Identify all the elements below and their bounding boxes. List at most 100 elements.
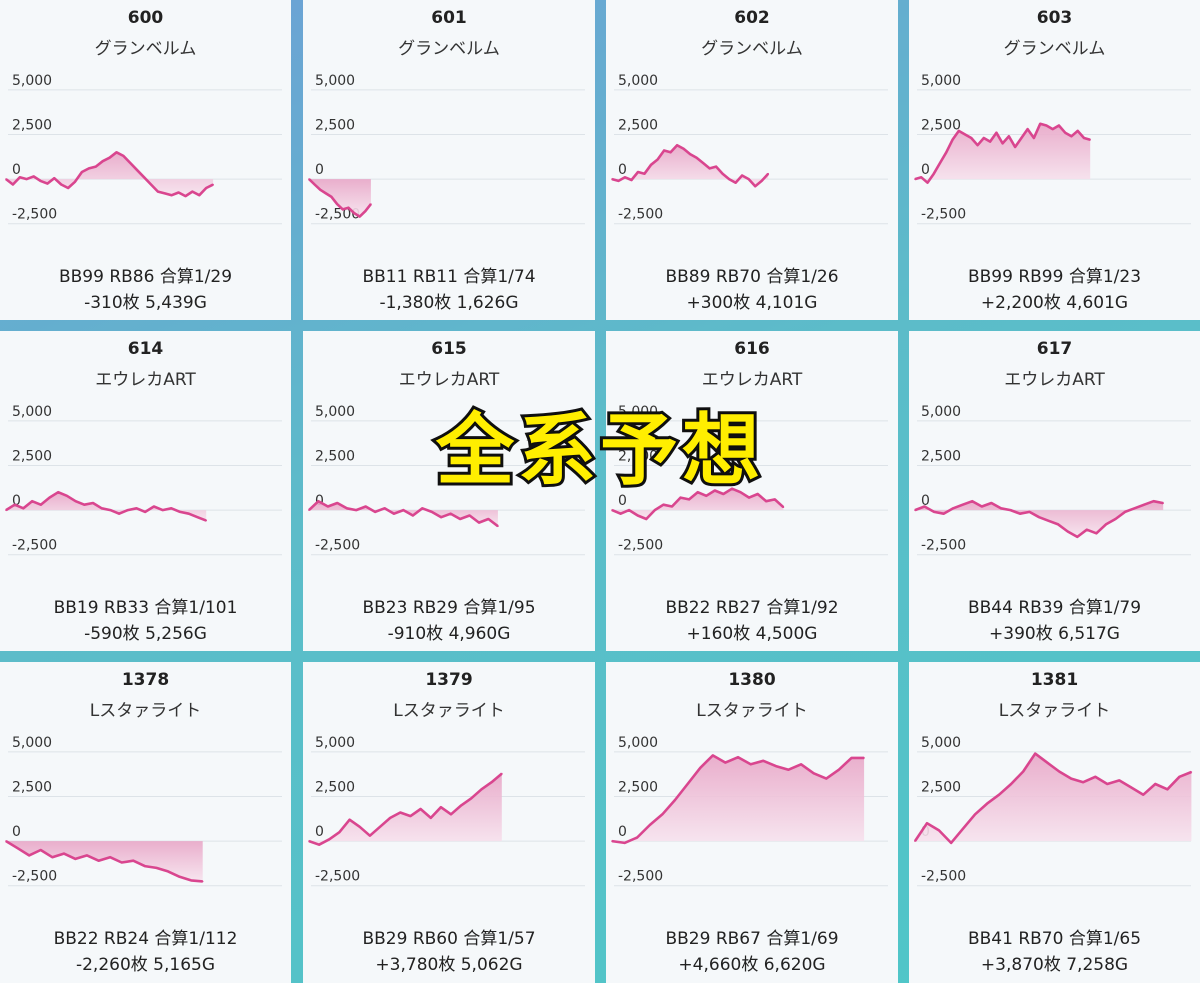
data-point (741, 174, 743, 177)
data-point (983, 137, 985, 139)
data-point (1142, 793, 1145, 796)
data-point (60, 183, 62, 186)
data-point (336, 502, 339, 504)
data-point (619, 512, 622, 515)
data-point (961, 503, 964, 506)
data-point (109, 856, 111, 858)
data-point (353, 212, 355, 214)
bonus-stats: BB23 RB29 合算1/95 (362, 598, 536, 618)
data-point (1039, 123, 1041, 125)
graph-card-617[interactable]: 617 エウレカART 5,000 2,500 0 -2,500 BB44 RB39 合算1… (909, 331, 1200, 651)
data-point (611, 840, 613, 842)
data-point (682, 148, 685, 150)
data-point (177, 191, 180, 194)
data-point (1094, 776, 1097, 778)
data-point (721, 172, 724, 175)
data-point (645, 518, 648, 520)
machine-model: グランベルム (398, 39, 500, 59)
area-fill (309, 773, 502, 845)
machine-number: 617 (1036, 339, 1073, 359)
data-point (1008, 135, 1010, 138)
data-point (964, 133, 966, 136)
data-point (190, 879, 192, 882)
data-point (1058, 124, 1060, 127)
data-point (775, 765, 777, 767)
data-point (731, 487, 733, 490)
data-point (196, 516, 199, 518)
data-point (1086, 528, 1088, 531)
payout-line (913, 752, 1192, 845)
data-point (1124, 511, 1126, 513)
data-point (914, 840, 916, 842)
data-point (998, 793, 1000, 796)
data-point (630, 179, 633, 181)
graph-card-600[interactable]: 600 グランベルム 5,000 2,500 0 -2,500 BB99 RB86 合算1/… (0, 0, 291, 320)
data-point (336, 203, 338, 205)
data-point (662, 503, 665, 506)
data-point (958, 130, 960, 132)
graph-card-1379[interactable]: 1379 Lスタァライト 5,000 2,500 0 -2,500 BB29 RB60 合算… (303, 662, 595, 983)
data-point (920, 176, 923, 179)
machine-number: 603 (1036, 8, 1073, 28)
data-point (800, 763, 802, 766)
data-point (74, 500, 77, 502)
machine-model: グランベルム (94, 39, 197, 59)
data-point (679, 496, 682, 499)
machine-model: エウレカART (701, 370, 803, 390)
data-point (939, 162, 941, 164)
y-tick-label: 5,000 (618, 735, 658, 751)
data-point (1152, 500, 1155, 502)
graph-card-616[interactable]: 616 エウレカART 5,000 2,500 0 -2,500 BB22 RB27 合算1… (606, 331, 898, 651)
y-tick-label: 2,500 (618, 117, 658, 133)
data-point (702, 162, 704, 164)
graph-card-602[interactable]: 602 グランベルム 5,000 2,500 0 -2,500 BB89 RB70 合算1/… (606, 0, 898, 320)
data-point (399, 811, 402, 814)
data-point (430, 817, 432, 819)
result-stats: +3,780枚 5,062G (375, 955, 523, 975)
machine-number: 1378 (121, 670, 170, 690)
data-point (101, 160, 104, 162)
data-point (1154, 783, 1157, 785)
data-point (962, 827, 964, 830)
machine-number: 600 (127, 8, 164, 28)
data-point (22, 507, 25, 510)
graph-card-601[interactable]: 601 グランベルム 5,000 2,500 0 -2,500 BB11 RB11 合算1/… (303, 0, 595, 320)
data-point (945, 151, 948, 154)
graph-card-614[interactable]: 614 エウレカART 5,000 2,500 0 -2,500 BB19 RB33 合算1… (0, 331, 291, 651)
data-point (317, 500, 320, 502)
data-point (364, 210, 367, 212)
y-tick-label: 0 (618, 162, 627, 178)
data-point (747, 178, 750, 180)
area-fill (309, 179, 371, 217)
data-point (57, 491, 59, 493)
graph-card-603[interactable]: 603 グランベルム 5,000 2,500 0 -2,500 BB99 RB99 合算1/… (909, 0, 1200, 320)
data-point (1190, 771, 1193, 773)
bonus-stats: BB89 RB70 合算1/26 (665, 267, 839, 287)
data-point (212, 183, 214, 186)
data-point (722, 493, 725, 495)
data-point (649, 824, 651, 826)
graph-card-1378[interactable]: 1378 Lスタァライト 5,000 2,500 0 -2,500 BB22 RB24 合算… (0, 662, 291, 983)
graph-card-615[interactable]: 615 エウレカART 5,000 2,500 0 -2,500 BB23 RB29 合算1… (303, 331, 595, 651)
data-point (1026, 128, 1029, 130)
data-point (749, 763, 752, 766)
data-point (188, 512, 190, 515)
machine-number: 615 (431, 339, 467, 359)
data-point (31, 500, 33, 502)
graph-card-1380[interactable]: 1380 Lスタァライト 5,000 2,500 0 -2,500 BB29 RB67 合算… (606, 662, 898, 983)
data-point (313, 183, 316, 186)
data-point (201, 880, 204, 883)
data-point (1046, 761, 1048, 764)
data-point (1058, 770, 1060, 773)
data-point (1076, 536, 1079, 538)
data-point (1089, 139, 1091, 141)
y-tick-label: -2,500 (315, 538, 360, 554)
y-tick-label: -2,500 (315, 207, 360, 223)
data-point (688, 498, 690, 501)
data-point (617, 180, 620, 182)
y-tick-label: 5,000 (921, 735, 961, 751)
data-point (1064, 131, 1066, 134)
